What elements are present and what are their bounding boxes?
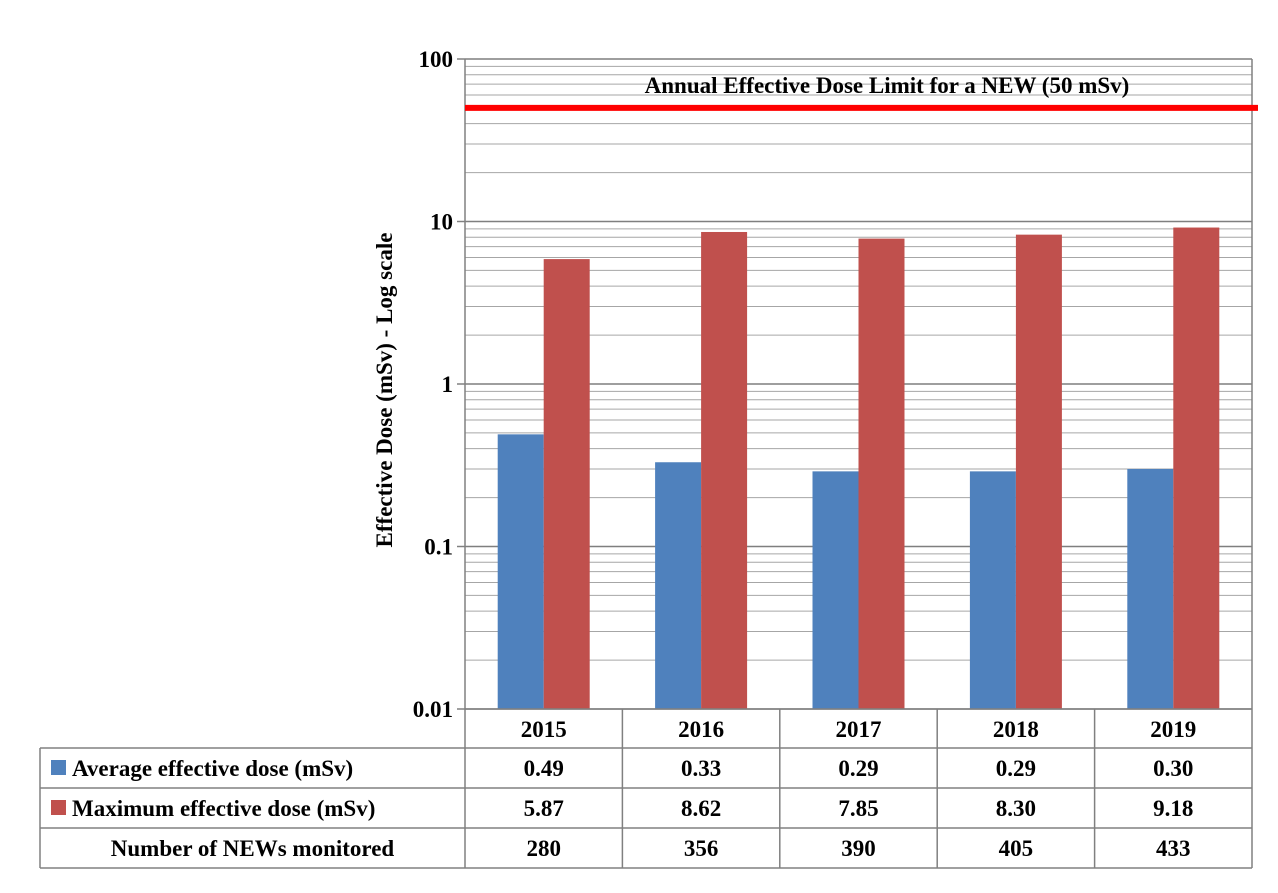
table-cell-value: 7.85 xyxy=(838,796,878,821)
table-cell-value: 433 xyxy=(1156,836,1191,861)
table-cell-value: 0.29 xyxy=(838,756,878,781)
table-cell-value: 0.30 xyxy=(1153,756,1193,781)
bar-average-2015 xyxy=(497,434,544,709)
legend-swatch xyxy=(51,800,66,815)
row-label: Average effective dose (mSv) xyxy=(72,756,353,781)
category-label-2017: 2017 xyxy=(836,717,882,742)
table-cell-value: 8.62 xyxy=(681,796,721,821)
category-label-2015: 2015 xyxy=(521,717,567,742)
y-axis-title: Effective Dose (mSv) - Log scale xyxy=(372,233,397,548)
y-tick-label: 0.01 xyxy=(413,697,453,722)
table-cell-value: 0.29 xyxy=(996,756,1036,781)
y-tick-label: 0.1 xyxy=(424,535,453,560)
table-cell-value: 0.49 xyxy=(524,756,564,781)
reference-line-group: Annual Effective Dose Limit for a NEW (5… xyxy=(465,73,1258,111)
category-label-2016: 2016 xyxy=(678,717,724,742)
legend-swatch xyxy=(51,760,66,775)
bars xyxy=(497,227,1220,709)
table-cell-value: 390 xyxy=(841,836,876,861)
bar-average-2016 xyxy=(655,462,702,709)
table-cell-value: 280 xyxy=(526,836,561,861)
table-cell-value: 9.18 xyxy=(1153,796,1193,821)
category-label-2018: 2018 xyxy=(993,717,1039,742)
y-tick-label: 1 xyxy=(442,372,454,397)
data-table: 2015 2016 2017 2018 2019 Average effective do… xyxy=(39,708,1253,869)
bar-maximum-2019 xyxy=(1173,227,1220,709)
bar-maximum-2018 xyxy=(1015,234,1062,709)
bar-maximum-2015 xyxy=(543,259,590,709)
y-tick-label: 100 xyxy=(419,47,454,72)
bar-average-2017 xyxy=(812,471,859,709)
dose-limit-label: Annual Effective Dose Limit for a NEW (5… xyxy=(645,73,1130,98)
row-label: Number of NEWs monitored xyxy=(111,836,395,861)
y-tick-labels: 100 10 1 0.1 0.01 xyxy=(413,47,453,722)
category-label-2019: 2019 xyxy=(1150,717,1196,742)
y-tick-label: 10 xyxy=(430,210,453,235)
row-label: Maximum effective dose (mSv) xyxy=(72,796,375,821)
table-cell-value: 5.87 xyxy=(524,796,564,821)
table-cell-value: 0.33 xyxy=(681,756,721,781)
bar-average-2018 xyxy=(969,471,1016,709)
bar-maximum-2016 xyxy=(701,231,748,709)
bar-maximum-2017 xyxy=(858,238,905,709)
table-cell-value: 356 xyxy=(684,836,719,861)
table-cell-value: 405 xyxy=(999,836,1034,861)
bar-average-2019 xyxy=(1127,468,1174,709)
axes xyxy=(457,58,1253,710)
table-cell-value: 8.30 xyxy=(996,796,1036,821)
